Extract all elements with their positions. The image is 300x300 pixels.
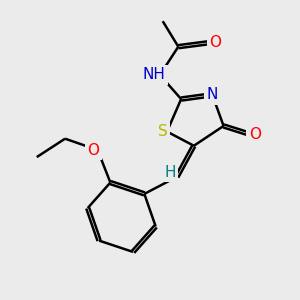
Text: NH: NH bbox=[143, 68, 166, 82]
Text: O: O bbox=[87, 142, 99, 158]
Text: S: S bbox=[158, 124, 168, 139]
Text: H: H bbox=[164, 165, 176, 180]
Text: O: O bbox=[249, 127, 261, 142]
Text: O: O bbox=[209, 35, 221, 50]
Text: N: N bbox=[207, 87, 218, 102]
